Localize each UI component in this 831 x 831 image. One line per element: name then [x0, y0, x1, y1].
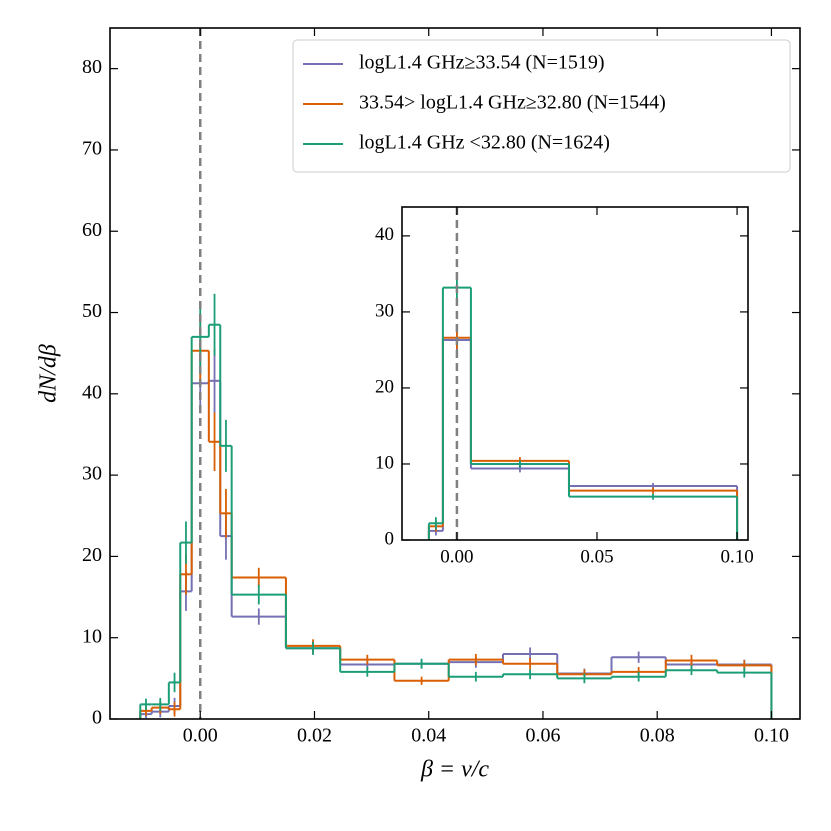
axes-frame	[109, 27, 801, 720]
inset-background	[402, 207, 748, 540]
y-tick-label: 30	[375, 300, 394, 321]
x-tick-label: 0.04	[411, 725, 446, 747]
y-tick-label: 0	[385, 528, 395, 549]
x-tick-label: 0.10	[720, 546, 753, 567]
legend-label: logL1.4 GHz <32.80 (N=1624)	[359, 132, 610, 154]
legend-box	[292, 39, 791, 173]
y-tick-label: 10	[82, 625, 102, 647]
y-tick-label: 10	[375, 452, 394, 473]
x-tick-label: 0.08	[640, 725, 675, 747]
axes-frame	[401, 206, 749, 541]
legend-label: logL1.4 GHz≥33.54 (N=1519)	[359, 52, 605, 74]
y-tick-label: 40	[375, 224, 394, 245]
y-tick-label: 30	[82, 463, 102, 485]
x-tick-label: 0.02	[297, 725, 332, 747]
x-axis-label: β = v/c	[420, 757, 489, 783]
y-tick-label: 20	[82, 544, 102, 566]
legend-label: 33.54> logL1.4 GHz≥32.80 (N=1544)	[359, 92, 666, 114]
y-tick-label: 50	[82, 300, 102, 322]
x-tick-label: 0.05	[580, 546, 613, 567]
y-tick-label: 70	[82, 138, 102, 160]
y-tick-label: 60	[82, 219, 102, 241]
x-tick-label: 0.06	[525, 725, 560, 747]
y-tick-label: 40	[82, 381, 102, 403]
x-tick-label: 0.00	[440, 546, 473, 567]
x-tick-label: 0.10	[754, 725, 789, 747]
x-tick-label: 0.00	[183, 725, 218, 747]
y-tick-label: 80	[82, 56, 102, 78]
y-axis-label: dN/dβ	[36, 344, 62, 403]
y-tick-label: 20	[375, 376, 394, 397]
y-tick-label: 0	[92, 707, 102, 729]
